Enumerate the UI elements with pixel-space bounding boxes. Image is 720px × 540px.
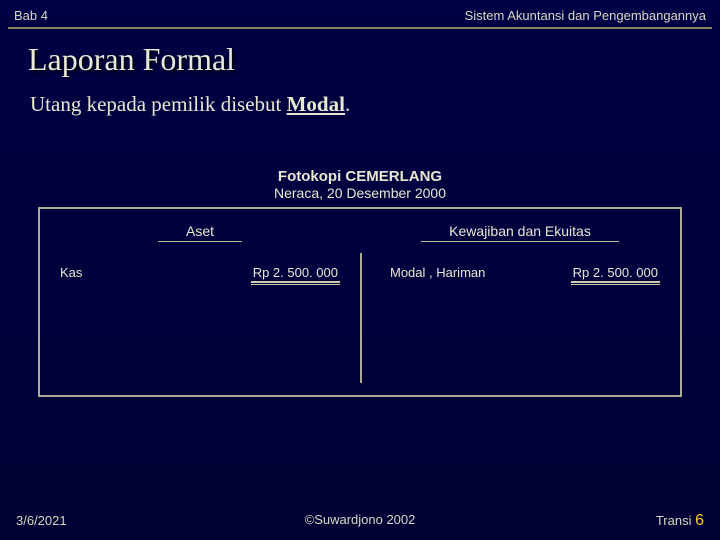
chapter-topic: Sistem Akuntansi dan Pengembangannya [465, 8, 706, 23]
equity-label: Modal , Hariman [360, 265, 526, 282]
footer: 3/6/2021 ©Suwardjono 2002 Transi 6 [0, 512, 720, 530]
sheet-box: Aset Kewajiban dan Ekuitas Kas Rp 2. 500… [38, 207, 682, 397]
footer-transi: Transi 6 [656, 512, 704, 530]
page-title: Laporan Formal [0, 29, 720, 84]
asset-amount: Rp 2. 500. 000 [251, 265, 340, 282]
footer-date: 3/6/2021 [16, 513, 67, 528]
equity-amount: Rp 2. 500. 000 [571, 265, 660, 282]
chapter-label: Bab 4 [14, 8, 48, 23]
transi-number: 6 [695, 512, 704, 529]
subtitle-bold: Modal [287, 92, 345, 116]
company-name: Fotokopi CEMERLANG [38, 168, 682, 185]
col-header-liab-equity: Kewajiban dan Ekuitas [421, 223, 619, 242]
asset-label: Kas [40, 265, 181, 282]
sheet-dateline: Neraca, 20 Desember 2000 [38, 185, 682, 201]
balance-sheet: Fotokopi CEMERLANG Neraca, 20 Desember 2… [38, 168, 682, 397]
footer-copyright: ©Suwardjono 2002 [305, 512, 416, 527]
table-row: Kas Rp 2. 500. 000 Modal , Hariman Rp 2.… [40, 265, 680, 282]
col-header-assets: Aset [158, 223, 242, 242]
subtitle: Utang kepada pemilik disebut Modal. [0, 84, 720, 117]
subtitle-pre: Utang kepada pemilik disebut [30, 92, 287, 116]
transi-label: Transi [656, 513, 695, 528]
subtitle-post: . [345, 92, 350, 116]
